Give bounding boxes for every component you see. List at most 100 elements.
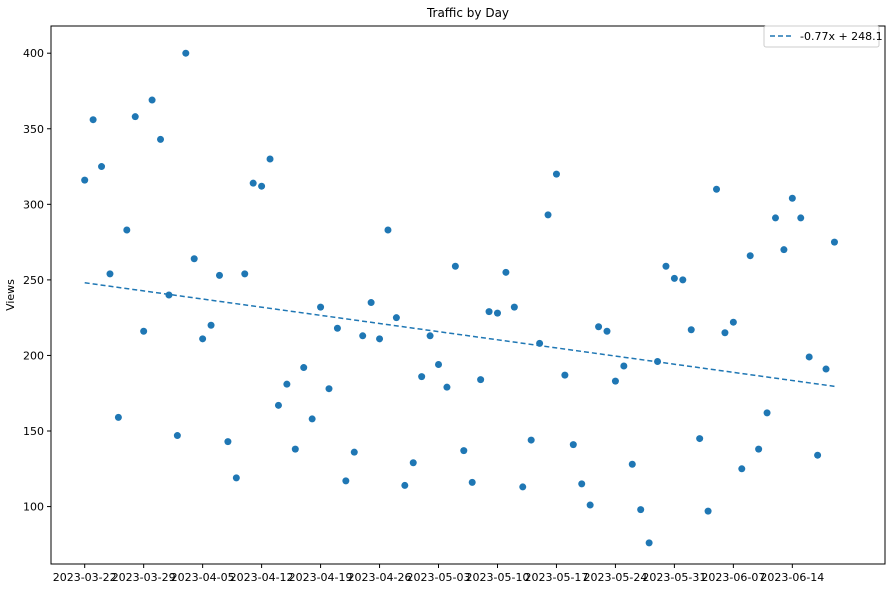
- data-point: [283, 380, 291, 388]
- data-point: [704, 507, 712, 515]
- data-point: [561, 371, 569, 379]
- data-point: [409, 459, 417, 467]
- data-point: [645, 539, 653, 547]
- data-point: [123, 226, 131, 234]
- data-point: [140, 327, 148, 335]
- x-tick-label: 2023-05-24: [583, 571, 647, 584]
- data-point: [258, 182, 266, 190]
- data-point: [679, 276, 687, 284]
- data-point: [384, 226, 392, 234]
- data-point: [586, 501, 594, 509]
- legend-label: -0.77x + 248.1: [800, 30, 883, 43]
- data-point: [89, 116, 97, 124]
- data-point: [527, 436, 535, 444]
- x-tick-label: 2023-04-19: [289, 571, 353, 584]
- x-tick-label: 2023-04-26: [348, 571, 412, 584]
- data-point: [485, 308, 493, 316]
- legend-box: [763, 25, 880, 48]
- data-point: [98, 163, 106, 171]
- data-point: [536, 339, 544, 347]
- data-point: [830, 238, 838, 246]
- y-axis-label: Views: [4, 279, 17, 311]
- y-tick-label: 100: [23, 501, 44, 514]
- data-point: [670, 274, 678, 282]
- data-point: [451, 262, 459, 270]
- data-point: [426, 332, 434, 340]
- x-tick-label: 2023-05-10: [466, 571, 530, 584]
- data-point: [780, 246, 788, 254]
- data-point: [81, 176, 89, 184]
- data-point: [519, 483, 527, 491]
- data-point: [308, 415, 316, 423]
- data-point: [359, 332, 367, 340]
- data-point: [266, 155, 274, 163]
- data-point: [628, 460, 636, 468]
- x-tick-label: 2023-04-12: [230, 571, 294, 584]
- data-point: [721, 329, 729, 337]
- y-tick-label: 200: [23, 349, 44, 362]
- data-point: [578, 480, 586, 488]
- data-point: [317, 303, 325, 311]
- data-point: [241, 270, 249, 278]
- data-point: [468, 478, 476, 486]
- data-point: [443, 383, 451, 391]
- data-point: [746, 252, 754, 260]
- data-point: [418, 373, 426, 381]
- x-tick-label: 2023-03-29: [112, 571, 176, 584]
- data-point: [814, 451, 822, 459]
- axes-frame: [50, 25, 886, 565]
- data-point: [165, 291, 173, 299]
- data-point: [654, 357, 662, 365]
- data-point: [376, 335, 384, 343]
- legend: -0.77x + 248.1: [763, 25, 883, 48]
- data-point: [114, 413, 122, 421]
- data-point: [822, 365, 830, 373]
- data-point: [215, 271, 223, 279]
- data-point: [325, 385, 333, 393]
- data-point: [771, 214, 779, 222]
- y-tick-label: 300: [23, 198, 44, 211]
- x-tick-label: 2023-04-05: [171, 571, 235, 584]
- data-point: [595, 323, 603, 331]
- data-point: [350, 448, 358, 456]
- x-tick-label: 2023-05-17: [524, 571, 588, 584]
- data-point: [173, 432, 181, 440]
- trendline: [84, 282, 835, 388]
- data-point: [510, 303, 518, 311]
- data-point: [805, 353, 813, 361]
- data-point: [199, 335, 207, 343]
- data-point: [401, 481, 409, 489]
- data-point: [300, 364, 308, 372]
- x-tick-label: 2023-05-03: [407, 571, 471, 584]
- y-tick-label: 250: [23, 274, 44, 287]
- data-point: [435, 361, 443, 369]
- data-point: [687, 326, 695, 334]
- data-point: [797, 214, 805, 222]
- data-point: [729, 318, 737, 326]
- data-point: [755, 445, 763, 453]
- data-point: [738, 465, 746, 473]
- plot-area: 2023-03-222023-03-292023-04-052023-04-12…: [23, 47, 838, 584]
- data-point: [207, 321, 215, 329]
- data-point: [333, 324, 341, 332]
- data-point: [502, 268, 510, 276]
- data-point: [232, 474, 240, 482]
- data-point: [148, 96, 156, 104]
- data-point: [157, 135, 165, 143]
- data-point: [224, 438, 232, 446]
- data-point: [182, 49, 190, 57]
- data-point: [696, 435, 704, 443]
- data-point: [342, 477, 350, 485]
- data-point: [131, 113, 139, 121]
- data-point: [460, 447, 468, 455]
- data-point: [620, 362, 628, 370]
- data-point: [367, 299, 375, 307]
- data-point: [763, 409, 771, 417]
- chart-title: Traffic by Day: [426, 6, 509, 20]
- data-point: [662, 262, 670, 270]
- data-point: [569, 441, 577, 449]
- x-tick-label: 2023-06-07: [701, 571, 765, 584]
- data-point: [552, 170, 560, 178]
- y-tick-label: 400: [23, 47, 44, 60]
